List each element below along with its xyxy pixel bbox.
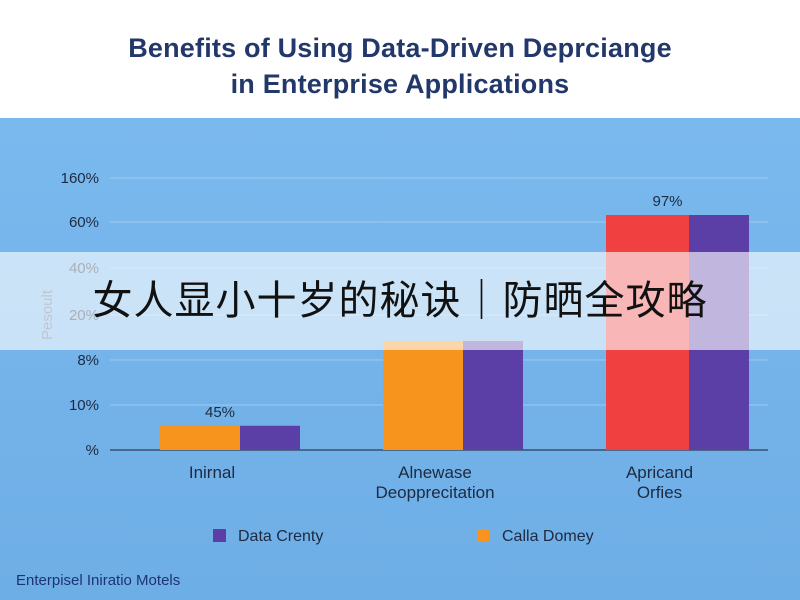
x-category-label: Inirnal xyxy=(189,463,235,482)
x-category-label-line: Alnewase xyxy=(398,463,472,482)
x-category-label: Apricand Orfies xyxy=(626,463,693,502)
bar-data-crenty xyxy=(463,340,523,450)
x-category-label-line: Orfies xyxy=(637,483,682,502)
data-label: 97% xyxy=(652,193,682,210)
legend-label: Calla Domey xyxy=(502,528,594,545)
y-tick-label: 8% xyxy=(77,352,99,369)
legend-swatch xyxy=(213,529,226,542)
x-category-label-line: Inirnal xyxy=(189,463,235,482)
legend-label: Data Crenty xyxy=(238,528,324,545)
y-tick-label: 10% xyxy=(69,397,99,414)
x-category-label-line: Apricand xyxy=(626,463,693,482)
chart-title-line-1: Benefits of Using Data-Driven Deprciange xyxy=(128,33,672,63)
chart-title-line-2: in Enterprise Applications xyxy=(230,69,570,99)
legend-swatch xyxy=(477,529,490,542)
legend-item-data-crenty: Data Crenty xyxy=(213,528,323,546)
footer-caption: Enterpisel Iniratio Motels xyxy=(16,572,181,589)
bar-data-crenty xyxy=(240,425,300,450)
bar-calla-domey xyxy=(383,340,463,450)
overlay-banner-text: 女人显小十岁的秘诀｜防晒全攻略 xyxy=(92,278,708,324)
bar-calla-domey xyxy=(160,425,240,450)
y-tick-label: 160% xyxy=(61,170,99,187)
x-category-label-line: Deopprecitation xyxy=(375,483,494,502)
overlay-banner xyxy=(0,252,800,350)
legend-item-calla-domey: Calla Domey xyxy=(477,528,594,546)
x-category-label: Alnewase Deopprecitation xyxy=(375,463,494,502)
y-tick-label: 60% xyxy=(69,214,99,231)
y-tick-label: % xyxy=(86,442,99,459)
data-label: 45% xyxy=(205,404,235,421)
title-area: Benefits of Using Data-Driven Deprciange… xyxy=(0,0,800,118)
